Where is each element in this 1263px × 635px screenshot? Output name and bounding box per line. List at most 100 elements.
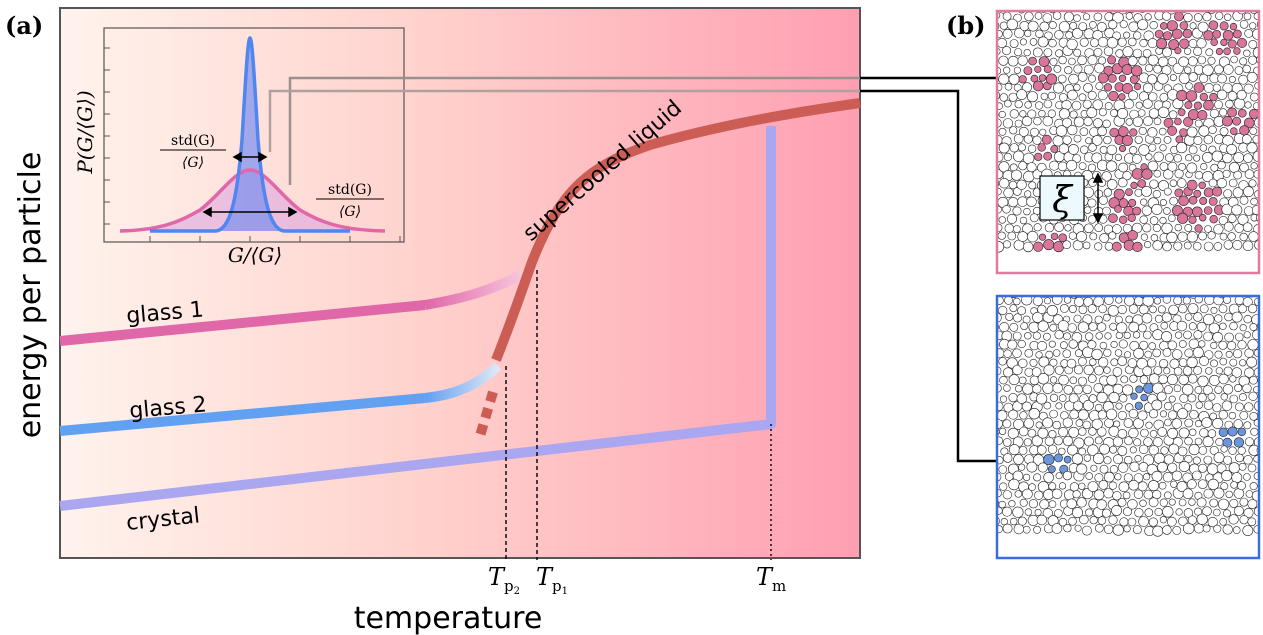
bottom-particle xyxy=(1145,421,1153,429)
bottom-particle xyxy=(1162,525,1172,535)
top-particle xyxy=(1140,198,1148,206)
top-particle xyxy=(1239,19,1249,29)
bottom-particle xyxy=(1224,332,1234,343)
bottom-particle xyxy=(1229,394,1239,404)
top-cluster-particle xyxy=(1137,179,1146,188)
top-cluster-particle xyxy=(1227,39,1237,49)
top-particle xyxy=(1227,91,1238,101)
top-particle xyxy=(1159,199,1167,207)
bottom-particle xyxy=(1083,364,1094,376)
top-particle xyxy=(1246,71,1258,83)
top-cluster-particle xyxy=(1183,116,1194,127)
top-particle xyxy=(1223,64,1234,75)
top-particle xyxy=(1083,64,1094,75)
top-particle xyxy=(1009,143,1019,153)
top-particle xyxy=(1202,64,1214,76)
bottom-particle xyxy=(1002,490,1012,500)
top-particle xyxy=(1194,119,1203,128)
bottom-particle xyxy=(1103,488,1114,499)
top-particle xyxy=(1149,21,1158,30)
bottom-particle xyxy=(1072,507,1084,519)
bottom-particle xyxy=(1249,375,1258,385)
top-cluster-particle xyxy=(1043,239,1055,251)
bottom-particle xyxy=(1218,373,1229,385)
bottom-particle xyxy=(1215,437,1224,447)
bottom-particle xyxy=(1115,296,1123,304)
bottom-particle xyxy=(1123,473,1133,483)
top-cluster-particle xyxy=(1033,241,1044,252)
top-particle xyxy=(1125,118,1134,126)
bottom-particle xyxy=(1014,385,1023,393)
top-cluster-particle xyxy=(1179,21,1189,30)
top-cluster-particle xyxy=(1227,107,1237,118)
top-particle xyxy=(1097,90,1108,101)
bottom-particle xyxy=(1234,383,1243,392)
top-cluster-particle xyxy=(1232,116,1241,126)
bottom-particle xyxy=(1243,421,1252,430)
top-particle xyxy=(1026,196,1037,208)
top-cluster-particle xyxy=(1128,198,1137,207)
inset-distribution: std(G) ⟨G⟩ std(G) ⟨G⟩ G/⟨G⟩ P(G/⟨G⟩) xyxy=(73,27,405,267)
top-particle xyxy=(1038,109,1046,118)
bottom-particle xyxy=(1035,393,1048,405)
top-cluster-particle xyxy=(1203,99,1214,111)
bottom-particle xyxy=(1183,508,1194,518)
top-cluster-particle xyxy=(1163,117,1174,128)
bottom-particle xyxy=(1124,436,1133,446)
bottom-particle xyxy=(1102,508,1112,518)
top-particle xyxy=(997,223,1003,232)
bottom-particle xyxy=(1164,418,1172,427)
top-particle xyxy=(1198,125,1210,137)
bottom-particle xyxy=(1087,340,1097,350)
bottom-particle xyxy=(1196,497,1207,508)
bottom-particle xyxy=(1170,289,1176,295)
bottom-particle xyxy=(1137,481,1148,492)
bottom-particle xyxy=(1209,498,1219,508)
bottom-particle xyxy=(1243,455,1253,465)
bottom-particle xyxy=(1237,446,1246,455)
bottom-particle xyxy=(1123,507,1133,517)
top-particle xyxy=(1204,225,1212,233)
top-particle xyxy=(1007,197,1019,208)
top-cluster-particle xyxy=(1176,89,1188,102)
bottom-particle xyxy=(1172,526,1182,535)
top-particle xyxy=(1026,162,1037,173)
bottom-particle xyxy=(1129,461,1140,472)
bottom-particle xyxy=(1162,347,1172,357)
bottom-particle xyxy=(1020,322,1029,330)
bottom-particle xyxy=(1068,304,1077,313)
bottom-particle xyxy=(1063,384,1074,395)
top-particle xyxy=(1062,135,1072,145)
top-particle xyxy=(1223,13,1232,21)
top-particle xyxy=(1094,223,1103,232)
top-particle xyxy=(1039,128,1047,136)
top-particle xyxy=(1085,137,1093,145)
bottom-particle xyxy=(1077,321,1089,333)
top-particle xyxy=(1219,127,1229,136)
bottom-particle xyxy=(1214,350,1223,359)
top-particle xyxy=(1003,187,1014,198)
top-particle xyxy=(1197,55,1207,65)
top-cluster-particle xyxy=(1239,125,1250,136)
bottom-cluster-particle xyxy=(1222,437,1233,448)
top-particle xyxy=(1243,83,1254,94)
bottom-particle xyxy=(1066,358,1077,369)
bottom-particle xyxy=(1181,383,1194,396)
bottom-particle xyxy=(1029,358,1038,367)
bottom-particle xyxy=(1138,304,1149,315)
top-particle xyxy=(1073,116,1085,128)
top-particle xyxy=(1093,118,1103,128)
bottom-particle xyxy=(1193,365,1202,375)
bottom-particle xyxy=(1048,500,1057,509)
bottom-particle xyxy=(1133,489,1144,499)
bottom-particle xyxy=(1225,350,1233,358)
bottom-particle xyxy=(1035,421,1043,429)
bottom-particle xyxy=(1013,297,1021,306)
bottom-particle xyxy=(1043,332,1051,341)
bottom-particle xyxy=(1020,288,1028,296)
top-particle xyxy=(1217,161,1226,170)
top-cluster-particle xyxy=(1212,186,1223,197)
top-particle xyxy=(1239,195,1249,205)
top-particle xyxy=(1203,134,1214,145)
bottom-particle xyxy=(1127,517,1137,527)
